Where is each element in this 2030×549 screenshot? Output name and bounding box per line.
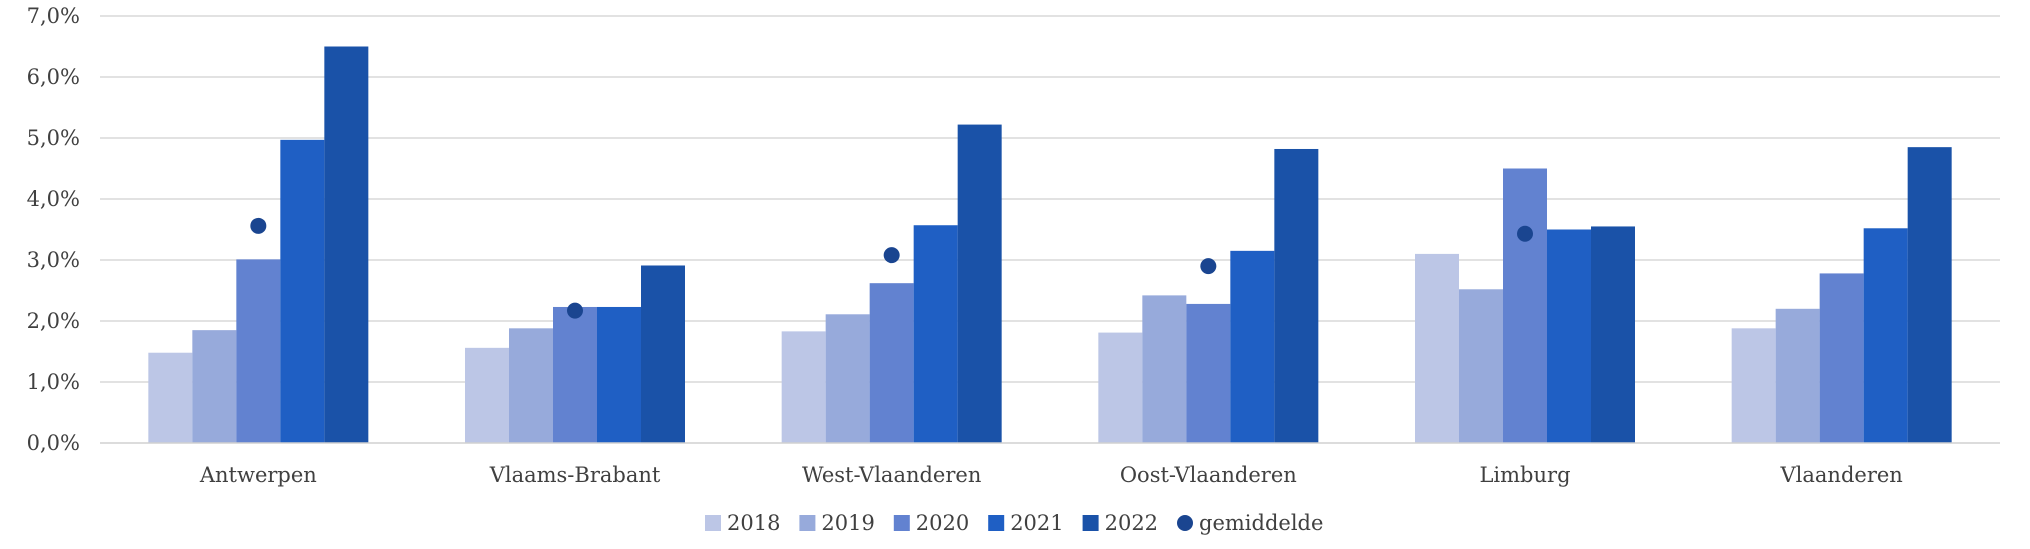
bar-2020 bbox=[236, 259, 281, 443]
bar-2018 bbox=[1098, 332, 1143, 443]
legend-label: 2020 bbox=[916, 511, 969, 535]
bar-2018 bbox=[1731, 328, 1776, 443]
legend-label: 2019 bbox=[821, 511, 874, 535]
bar-2020 bbox=[1819, 273, 1864, 443]
bar-2021 bbox=[280, 139, 325, 443]
legend-swatch bbox=[988, 515, 1005, 531]
bar-2019 bbox=[1459, 289, 1503, 443]
legend-label: 2018 bbox=[727, 511, 780, 535]
average-markers bbox=[250, 217, 1533, 319]
bar-2019 bbox=[1142, 295, 1187, 443]
bar-2021 bbox=[1547, 229, 1591, 443]
legend-label: 2021 bbox=[1010, 511, 1063, 535]
bar-2022 bbox=[641, 265, 685, 443]
y-tick-label: 5,0% bbox=[27, 126, 80, 150]
bar-2022 bbox=[1591, 226, 1635, 443]
bar-2019 bbox=[825, 314, 870, 443]
bar-2020 bbox=[869, 283, 914, 443]
legend-label: gemiddelde bbox=[1199, 511, 1323, 535]
bar-2018 bbox=[465, 347, 509, 443]
average-marker bbox=[1200, 258, 1217, 275]
y-tick-label: 7,0% bbox=[27, 4, 80, 28]
category-label: Vlaanderen bbox=[1780, 463, 1903, 487]
bar-2019 bbox=[192, 330, 237, 443]
category-label: Oost-Vlaanderen bbox=[1120, 463, 1297, 487]
bar-2020 bbox=[1503, 168, 1547, 443]
legend-label: 2022 bbox=[1105, 511, 1158, 535]
average-marker bbox=[883, 247, 900, 264]
category-label: Antwerpen bbox=[199, 463, 317, 487]
average-marker bbox=[1517, 225, 1533, 242]
y-tick-label: 6,0% bbox=[27, 65, 80, 89]
bar-2021 bbox=[1863, 228, 1908, 443]
y-tick-label: 0,0% bbox=[27, 431, 80, 455]
legend: 2018 2019 2020 2021 2022 gemiddelde bbox=[705, 511, 1323, 535]
y-axis-tick-labels: 0,0% 1,0% 2,0% 3,0% 4,0% 5,0% 6,0% 7,0% bbox=[27, 4, 80, 455]
legend-swatch bbox=[705, 515, 721, 531]
category-label: West-Vlaanderen bbox=[802, 463, 981, 487]
bar-2021 bbox=[1230, 250, 1275, 443]
legend-swatch bbox=[1082, 515, 1099, 531]
y-tick-label: 3,0% bbox=[27, 248, 80, 272]
average-marker bbox=[250, 217, 267, 234]
bar-2020 bbox=[1186, 303, 1231, 443]
y-tick-label: 2,0% bbox=[27, 309, 80, 333]
bar-2022 bbox=[324, 46, 369, 443]
legend-swatch bbox=[893, 515, 910, 531]
bar-2019 bbox=[1775, 308, 1820, 443]
average-marker bbox=[567, 302, 583, 319]
y-tick-label: 1,0% bbox=[27, 370, 80, 394]
bar-2022 bbox=[957, 124, 1002, 443]
legend-swatch bbox=[1177, 515, 1193, 531]
bar-2022 bbox=[1274, 148, 1319, 444]
bar-2021 bbox=[597, 306, 641, 443]
legend-swatch bbox=[799, 515, 816, 531]
bar-2018 bbox=[148, 352, 193, 443]
y-tick-label: 4,0% bbox=[27, 187, 80, 211]
category-label: Limburg bbox=[1479, 463, 1570, 487]
bar-2020 bbox=[553, 306, 597, 443]
bar-2021 bbox=[913, 225, 958, 443]
bar-2019 bbox=[509, 328, 553, 443]
x-axis-category-labels: Antwerpen Vlaams-Brabant West-Vlaanderen Oo… bbox=[199, 463, 1903, 487]
bar-2018 bbox=[1415, 253, 1459, 443]
category-label: Vlaams-Brabant bbox=[489, 463, 661, 487]
bar-2018 bbox=[781, 331, 826, 443]
bars bbox=[148, 46, 1952, 444]
bar-2022 bbox=[1907, 147, 1952, 443]
gridlines bbox=[100, 15, 2000, 383]
